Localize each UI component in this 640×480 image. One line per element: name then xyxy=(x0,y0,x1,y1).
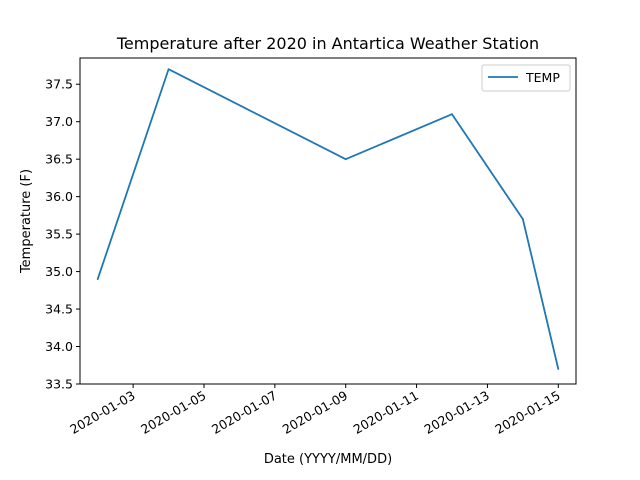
y-tick-label: 35.0 xyxy=(45,264,73,279)
legend-box xyxy=(481,64,571,92)
chart-title: Temperature after 2020 in Antartica Weat… xyxy=(116,34,539,53)
x-axis-label: Date (YYYY/MM/DD) xyxy=(264,452,392,467)
x-tick-label: 2020-01-05 xyxy=(138,388,208,437)
y-tick-label: 33.5 xyxy=(45,377,73,392)
y-tick-label: 37.0 xyxy=(45,114,73,129)
series-line-temp xyxy=(96,68,560,370)
data-point xyxy=(451,113,453,116)
x-tick-label: 2020-01-11 xyxy=(351,388,421,437)
data-point xyxy=(557,368,560,370)
y-tick-label: 35.5 xyxy=(45,227,73,242)
x-axis-ticks: 2020-01-03 2020-01-05 2020-01-07 2020-01-09… xyxy=(67,384,563,437)
axes-frame xyxy=(79,57,577,385)
plot-area: 33.5 34.0 34.5 35.0 35.5 36.0 36.5 37.0 37.5 202… xyxy=(45,57,577,437)
x-tick-label: 2020-01-13 xyxy=(422,388,492,437)
x-tick-label: 2020-01-07 xyxy=(209,388,279,437)
legend-series-label: TEMP xyxy=(525,70,560,85)
y-axis-ticks: 33.5 34.0 34.5 35.0 35.5 36.0 36.5 37.0 37.5 xyxy=(45,77,80,392)
data-point xyxy=(96,278,99,280)
x-tick-label: 2020-01-09 xyxy=(280,388,350,437)
legend: TEMP xyxy=(481,64,571,92)
data-point xyxy=(344,158,347,161)
y-axis-label: Temperature (F) xyxy=(19,169,34,274)
y-tick-label: 36.0 xyxy=(45,189,73,204)
y-tick-label: 34.5 xyxy=(45,302,73,317)
y-tick-label: 36.5 xyxy=(45,152,73,167)
data-point xyxy=(521,218,524,221)
data-point xyxy=(167,68,170,71)
x-tick-label: 2020-01-03 xyxy=(67,388,137,437)
y-tick-label: 34.0 xyxy=(45,339,73,354)
x-tick-label: 2020-01-15 xyxy=(492,388,562,437)
series-layer xyxy=(96,68,560,370)
y-tick-label: 37.5 xyxy=(45,77,73,92)
